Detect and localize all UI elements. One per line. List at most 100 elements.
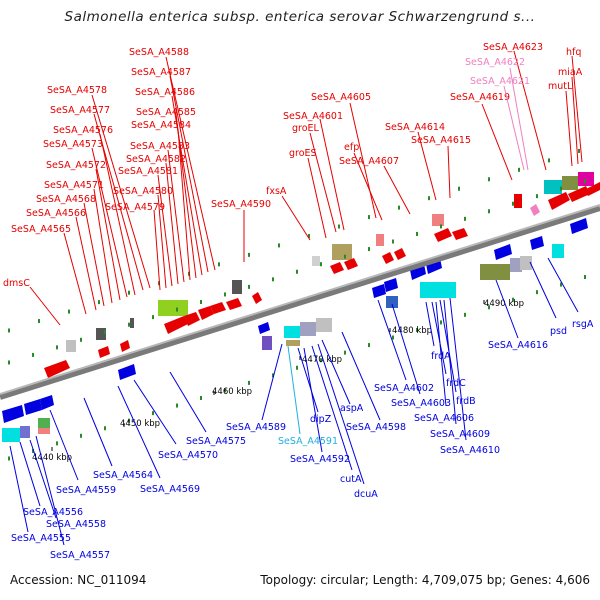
gene-label[interactable]: SeSA_A4598: [346, 422, 406, 433]
gene-label[interactable]: SeSA_A4582: [126, 154, 186, 165]
gene-block[interactable]: [332, 244, 352, 260]
gene-block[interactable]: [386, 296, 398, 308]
reverse-gene-arrow[interactable]: [40, 395, 54, 410]
gene-label[interactable]: dmsC: [3, 278, 30, 289]
gene-label[interactable]: SeSA_A4580: [113, 186, 173, 197]
reverse-gene-arrow[interactable]: [24, 399, 42, 415]
gene-block[interactable]: [544, 180, 562, 194]
gene-block[interactable]: [284, 326, 300, 338]
gene-label[interactable]: SeSA_A4616: [488, 340, 548, 351]
gene-label[interactable]: SeSA_A4615: [411, 135, 471, 146]
forward-gene-arrow[interactable]: [164, 316, 188, 334]
gene-block[interactable]: [2, 428, 20, 442]
forward-gene-arrow[interactable]: [98, 346, 110, 358]
gene-block[interactable]: [158, 300, 188, 316]
gene-label[interactable]: SeSA_A4587: [131, 67, 191, 78]
forward-gene-arrow[interactable]: [252, 292, 262, 304]
reverse-gene-arrow[interactable]: [410, 264, 426, 280]
gene-label[interactable]: SeSA_A4573: [43, 139, 103, 150]
gene-label[interactable]: SeSA_A4558: [46, 519, 106, 530]
gene-block[interactable]: [232, 280, 242, 294]
gene-label[interactable]: SeSA_A4577: [50, 105, 110, 116]
forward-gene-arrow[interactable]: [394, 248, 406, 260]
gene-label[interactable]: dcuA: [354, 489, 378, 500]
gene-label[interactable]: SeSA_A4591: [278, 436, 338, 447]
reverse-gene-arrow[interactable]: [530, 236, 544, 250]
gene-block[interactable]: [38, 428, 50, 434]
gene-label[interactable]: rsgA: [572, 319, 594, 330]
gene-label[interactable]: SeSA_A4619: [450, 92, 510, 103]
gene-label[interactable]: psd: [550, 326, 567, 337]
gene-label[interactable]: hfq: [566, 47, 581, 58]
gene-label[interactable]: SeSA_A4555: [11, 533, 71, 544]
gene-label[interactable]: frdC: [446, 378, 466, 389]
gene-label[interactable]: SeSA_A4609: [430, 429, 490, 440]
gene-label[interactable]: SeSA_A4571: [44, 180, 104, 191]
forward-gene-arrow[interactable]: [452, 228, 468, 240]
gene-label[interactable]: SeSA_A4576: [53, 125, 113, 136]
reverse-gene-arrow[interactable]: [494, 244, 512, 260]
gene-label[interactable]: SeSA_A4621: [470, 76, 530, 87]
gene-label[interactable]: frdB: [456, 396, 476, 407]
reverse-gene-arrow[interactable]: [384, 278, 398, 292]
gene-block[interactable]: [578, 172, 594, 186]
forward-gene-arrow[interactable]: [344, 258, 358, 270]
gene-label[interactable]: SeSA_A4556: [23, 507, 83, 518]
gene-block[interactable]: [480, 264, 510, 280]
pseudo-forward-gene-arrow[interactable]: [530, 204, 540, 216]
gene-label[interactable]: SeSA_A4581: [118, 166, 178, 177]
forward-gene-arrow[interactable]: [434, 228, 452, 242]
gene-block[interactable]: [562, 176, 578, 190]
gene-label[interactable]: SeSA_A4623: [483, 42, 543, 53]
gene-label[interactable]: SeSA_A4603: [391, 398, 451, 409]
gene-block[interactable]: [514, 194, 522, 208]
forward-gene-arrow[interactable]: [382, 252, 394, 264]
forward-gene-arrow[interactable]: [584, 182, 600, 196]
gene-label[interactable]: SeSA_A4601: [283, 111, 343, 122]
gene-block[interactable]: [66, 340, 76, 352]
gene-label[interactable]: SeSA_A4588: [129, 47, 189, 58]
reverse-gene-arrow[interactable]: [118, 364, 136, 380]
gene-block[interactable]: [520, 256, 532, 270]
gene-block[interactable]: [262, 336, 272, 350]
reverse-gene-arrow[interactable]: [2, 405, 24, 423]
gene-label[interactable]: SeSA_A4585: [136, 107, 196, 118]
gene-label[interactable]: SeSA_A4622: [465, 57, 525, 68]
gene-label[interactable]: SeSA_A4572: [46, 160, 106, 171]
gene-label[interactable]: miaA: [558, 67, 583, 78]
reverse-gene-arrow[interactable]: [258, 322, 270, 334]
gene-block[interactable]: [432, 214, 444, 226]
forward-gene-arrow[interactable]: [198, 306, 214, 320]
forward-gene-arrow[interactable]: [120, 340, 130, 352]
gene-block[interactable]: [316, 318, 332, 332]
gene-label[interactable]: SeSA_A4592: [290, 454, 350, 465]
gene-label[interactable]: SeSA_A4579: [105, 202, 165, 213]
gene-block[interactable]: [96, 328, 106, 340]
gene-label[interactable]: SeSA_A4583: [130, 141, 190, 152]
gene-label[interactable]: SeSA_A4605: [311, 92, 371, 103]
gene-block[interactable]: [420, 282, 456, 298]
gene-block[interactable]: [286, 340, 300, 346]
gene-label[interactable]: SeSA_A4610: [440, 445, 500, 456]
gene-label[interactable]: fxsA: [266, 186, 287, 197]
gene-label[interactable]: SeSA_A4602: [374, 383, 434, 394]
gene-label[interactable]: efp: [344, 142, 359, 153]
gene-label[interactable]: groES: [289, 148, 317, 159]
forward-gene-arrow[interactable]: [44, 360, 70, 378]
gene-label[interactable]: SeSA_A4575: [186, 436, 246, 447]
reverse-gene-arrow[interactable]: [372, 284, 386, 298]
gene-label[interactable]: SeSA_A4564: [93, 470, 153, 481]
gene-block[interactable]: [552, 244, 564, 258]
gene-label[interactable]: SeSA_A4590: [211, 199, 271, 210]
forward-gene-arrow[interactable]: [226, 298, 242, 310]
gene-label[interactable]: SeSA_A4614: [385, 122, 445, 133]
gene-block[interactable]: [20, 426, 30, 438]
gene-block[interactable]: [300, 322, 316, 336]
gene-block[interactable]: [510, 258, 522, 272]
reverse-gene-arrow[interactable]: [570, 218, 588, 234]
gene-label[interactable]: SeSA_A4557: [50, 550, 110, 561]
gene-label[interactable]: SeSA_A4607: [339, 156, 399, 167]
gene-label[interactable]: groEL: [292, 123, 320, 134]
forward-gene-arrow[interactable]: [330, 262, 344, 274]
gene-label[interactable]: SeSA_A4570: [158, 450, 218, 461]
